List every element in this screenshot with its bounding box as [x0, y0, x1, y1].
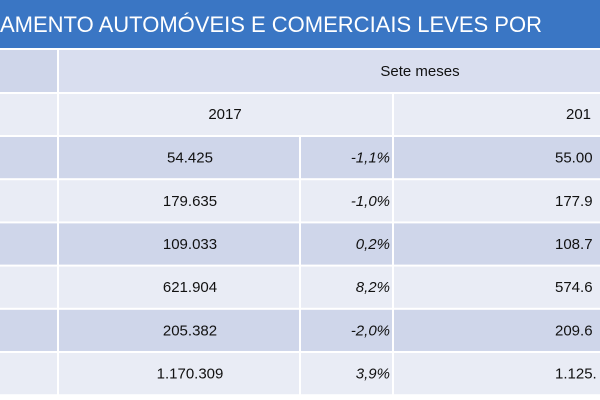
row-label-cell — [0, 353, 57, 395]
cell — [59, 180, 299, 222]
change: -2,0% — [351, 322, 390, 339]
cell — [59, 266, 299, 308]
cell — [394, 266, 600, 308]
change: 8,2% — [356, 279, 390, 296]
value: 209.6 — [555, 322, 593, 339]
cell — [394, 137, 600, 179]
title: AMENTO AUTOMÓVEIS E COMERCIAIS LEVES POR — [0, 12, 542, 37]
year-cell — [59, 94, 392, 135]
row-label-cell — [0, 137, 57, 179]
cell — [59, 353, 299, 395]
cell — [301, 180, 392, 222]
title-bar — [0, 0, 600, 48]
row-label-cell — [0, 180, 57, 222]
value: 109.033 — [163, 236, 217, 253]
value: 205.382 — [163, 322, 217, 339]
cell — [59, 137, 299, 179]
value: 179.635 — [163, 193, 217, 210]
year-cell — [394, 94, 600, 135]
change: -1,1% — [351, 150, 390, 167]
change: -1,0% — [351, 193, 390, 210]
change: 0,2% — [356, 236, 390, 253]
row-label-cell — [0, 309, 57, 351]
value: 54.425 — [167, 150, 213, 167]
corner-cell — [0, 50, 57, 92]
cell — [301, 223, 392, 265]
cell — [59, 309, 299, 351]
cell — [301, 309, 392, 351]
cell — [301, 266, 392, 308]
group-header-cell — [59, 50, 600, 92]
value: 55.00 — [555, 150, 593, 167]
cell — [59, 223, 299, 265]
cell — [301, 137, 392, 179]
year-header: 201 — [566, 106, 591, 123]
cell — [394, 353, 600, 395]
value: 108.7 — [555, 236, 593, 253]
value: 621.904 — [163, 279, 217, 296]
cell — [394, 180, 600, 222]
cell — [394, 223, 600, 265]
cell — [394, 309, 600, 351]
value: 1.170.309 — [157, 366, 224, 383]
value: 177.9 — [555, 193, 593, 210]
row-label-cell — [0, 266, 57, 308]
row-label-cell — [0, 223, 57, 265]
cell — [301, 353, 392, 395]
year-header: 2017 — [208, 106, 241, 123]
group-header: Sete meses — [380, 63, 459, 80]
change: 3,9% — [356, 366, 390, 383]
corner-cell — [0, 94, 57, 135]
value: 1.125. — [555, 366, 597, 383]
value: 574.6 — [555, 279, 593, 296]
